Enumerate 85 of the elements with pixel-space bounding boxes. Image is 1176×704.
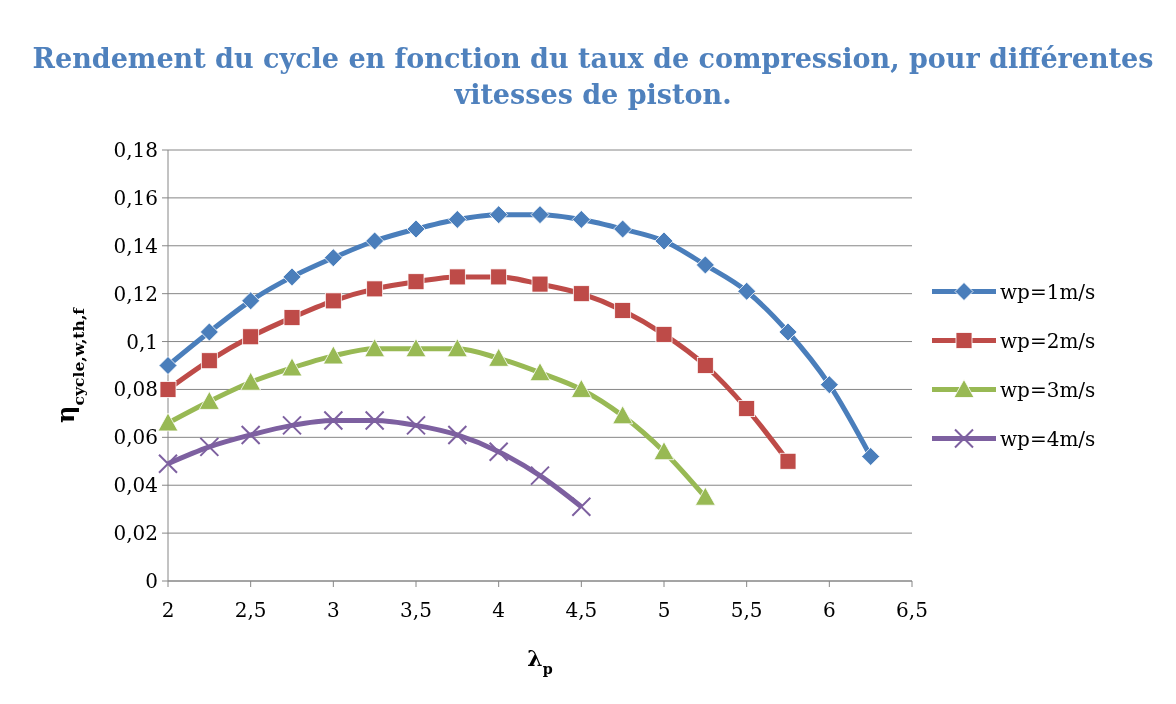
y-tick-label: 0,04 [113, 473, 158, 498]
point [696, 357, 714, 374]
point [283, 309, 301, 327]
point [737, 281, 757, 301]
y-tick-label: 0,02 [113, 521, 158, 546]
point [695, 255, 715, 275]
y-tick-label: 0,18 [113, 138, 158, 162]
point [405, 338, 427, 358]
point [653, 441, 675, 461]
y-tick-label: 0,08 [113, 377, 158, 402]
point [200, 352, 218, 370]
point [323, 248, 343, 268]
legend-label: wp=4m/s [1000, 426, 1096, 451]
point [198, 391, 220, 410]
point [613, 219, 633, 239]
point [489, 205, 509, 225]
point [199, 436, 220, 457]
y-tick-label: 0,14 [113, 233, 158, 258]
point [654, 231, 674, 251]
point [614, 302, 632, 319]
point [157, 412, 179, 432]
x-tick-label: 4,5 [565, 598, 598, 622]
point [570, 379, 592, 398]
x-tick-label: 2,5 [234, 598, 267, 622]
point [612, 405, 634, 425]
point [778, 322, 798, 342]
point [407, 273, 425, 291]
point [531, 275, 549, 293]
point [530, 205, 550, 225]
point [282, 267, 302, 287]
point [571, 496, 592, 517]
point [406, 415, 426, 436]
point [406, 219, 426, 239]
point [572, 285, 590, 303]
point [364, 338, 386, 358]
point [366, 280, 384, 298]
y-tick-label: 0,16 [113, 185, 158, 210]
x-tick-label: 4 [492, 598, 506, 622]
point [529, 362, 551, 382]
point [364, 410, 385, 431]
point [655, 325, 673, 343]
point [694, 486, 716, 506]
point [322, 345, 344, 365]
point [242, 328, 260, 346]
y-tick-label: 0,1 [126, 329, 158, 354]
point [446, 338, 468, 358]
point [281, 357, 303, 377]
point [447, 210, 467, 229]
point [158, 453, 178, 474]
point [447, 424, 468, 445]
legend-label: wp=3m/s [1000, 377, 1096, 402]
point [819, 375, 839, 395]
point [240, 424, 261, 445]
point [488, 347, 510, 367]
x-tick-label: 3,5 [400, 598, 432, 622]
point [448, 268, 466, 286]
legend-label: wp=2m/s [1000, 328, 1096, 353]
y-tick-label: 0 [145, 569, 158, 593]
point [199, 322, 219, 342]
point [779, 452, 797, 470]
x-tick-label: 5,5 [730, 598, 763, 622]
x-tick-label: 2 [161, 598, 175, 622]
point [861, 447, 881, 466]
point [323, 410, 344, 431]
point [365, 231, 385, 251]
point [282, 415, 302, 436]
legend-label: wp=1m/s [1000, 279, 1096, 304]
point [324, 292, 342, 310]
x-tick-label: 3 [326, 598, 340, 622]
x-tick-label: 6 [822, 598, 836, 622]
point [571, 210, 591, 229]
point [738, 400, 756, 417]
point [490, 268, 508, 286]
x-tick-label: 6,5 [896, 598, 928, 622]
x-tick-label: 5 [657, 598, 671, 622]
x-axis-title: λ$_{p}$ [527, 645, 553, 677]
point [240, 371, 262, 391]
point [159, 381, 177, 398]
y-tick-label: 0,12 [113, 281, 158, 306]
point [241, 291, 261, 311]
point [158, 356, 178, 375]
point [488, 441, 509, 462]
point [530, 465, 550, 486]
chart-title: Rendement du cycle en fonction du taux de compression, pour différentes vitesses de piston. [32, 43, 1154, 110]
y-tick-label: 0,06 [113, 425, 158, 450]
